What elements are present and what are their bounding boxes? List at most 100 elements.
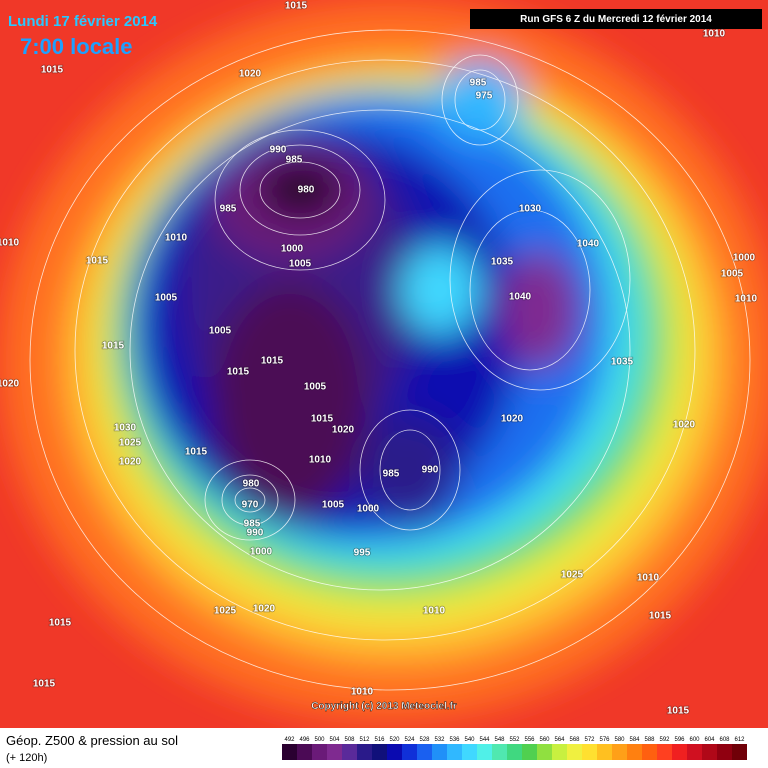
colorbar-label: 512	[359, 737, 370, 743]
colorbar-label: 540	[464, 737, 475, 743]
isobar-label: 1040	[509, 292, 532, 303]
isobar-label: 995	[354, 548, 371, 559]
isobar-label: 985	[220, 204, 237, 215]
isobar-label: 1005	[209, 326, 232, 337]
colorbar-swatch	[447, 744, 462, 760]
colorbar-label: 504	[329, 737, 340, 743]
colorbar-swatch	[297, 744, 312, 760]
isobar-label: 1015	[41, 65, 64, 76]
colorbar-swatch	[522, 744, 537, 760]
map-field	[0, 0, 768, 728]
isobar-label: 1020	[501, 414, 524, 425]
isobar-label: 1005	[721, 269, 744, 280]
time: 7:00 locale	[20, 34, 133, 59]
isobar-label: 1005	[322, 500, 345, 511]
isobar-label: 1000	[733, 253, 756, 264]
colorbar-swatch	[702, 744, 717, 760]
colorbar-swatch	[342, 744, 357, 760]
isobar-label: 1020	[239, 69, 262, 80]
isobar-label: 1015	[49, 618, 72, 629]
isobar-label: 1015	[185, 447, 208, 458]
colorbar-label: 604	[704, 737, 715, 743]
colorbar-label: 608	[719, 737, 730, 743]
colorbar-swatch	[492, 744, 507, 760]
isobar-label: 985	[470, 78, 487, 89]
colorbar-label: 572	[584, 737, 595, 743]
colorbar-swatch	[507, 744, 522, 760]
isobar-label: 1025	[119, 438, 142, 449]
colorbar-label: 568	[569, 737, 580, 743]
isobar-label: 1015	[285, 1, 308, 12]
copyright: Copyright (c) 2013 Meteociel.fr	[311, 701, 457, 712]
colorbar-swatch	[717, 744, 732, 760]
isobar-label: 1005	[289, 259, 312, 270]
colorbar-swatch	[462, 744, 477, 760]
colorbar-swatch	[282, 744, 297, 760]
colorbar-label: 532	[434, 737, 445, 743]
isobar-label: 1000	[357, 504, 380, 515]
colorbar-label: 596	[674, 737, 685, 743]
colorbar-swatch	[732, 744, 747, 760]
colorbar-swatch	[657, 744, 672, 760]
colorbar-swatch	[537, 744, 552, 760]
colorbar-swatch	[582, 744, 597, 760]
colorbar-swatch	[432, 744, 447, 760]
colorbar-label: 592	[659, 737, 670, 743]
isobar-label: 980	[298, 185, 315, 196]
isobar-label: 1010	[637, 573, 660, 584]
colorbar-swatch	[567, 744, 582, 760]
isobar-label: 1015	[311, 414, 334, 425]
isobar-label: 985	[383, 469, 400, 480]
isobar-label: 1015	[86, 256, 109, 267]
colorbar-swatch	[627, 744, 642, 760]
isobar-label: 1040	[577, 239, 600, 250]
isobar-label: 1025	[214, 606, 237, 617]
isobar-label: 1000	[250, 547, 273, 558]
colorbar-label: 560	[539, 737, 550, 743]
colorbar-label: 588	[644, 737, 655, 743]
isobar-label: 1015	[102, 341, 125, 352]
colorbar-label: 492	[284, 737, 295, 743]
colorbar-swatch	[672, 744, 687, 760]
isobar-label: 1035	[611, 357, 634, 368]
colorbar-label: 524	[404, 737, 415, 743]
colorbar-label: 600	[689, 737, 700, 743]
run-info: Run GFS 6 Z du Mercredi 12 février 2014	[520, 14, 712, 25]
isobar-label: 975	[476, 91, 493, 102]
isobar-label: 1015	[227, 367, 250, 378]
isobar-label: 1020	[253, 604, 276, 615]
isobar-label: 1015	[649, 611, 672, 622]
isobar-label: 1000	[281, 244, 304, 255]
colorbar-swatch	[372, 744, 387, 760]
isobar-label: 1020	[332, 425, 355, 436]
colorbar-label: 548	[494, 737, 505, 743]
colorbar-swatch	[687, 744, 702, 760]
isobar-label: 1020	[0, 379, 20, 390]
colorbar-swatch	[387, 744, 402, 760]
colorbar-swatch	[327, 744, 342, 760]
isobar-label: 1010	[735, 294, 758, 305]
footer-title: Géop. Z500 & pression au sol	[6, 733, 178, 748]
colorbar-swatch	[477, 744, 492, 760]
isobar-label: 1010	[165, 233, 188, 244]
date: Lundi 17 février 2014	[8, 13, 158, 30]
isobar-label: 1010	[423, 606, 446, 617]
isobar-label: 1005	[304, 382, 327, 393]
colorbar-label: 584	[629, 737, 640, 743]
isobar-label: 1025	[561, 570, 584, 581]
isobar-label: 970	[242, 500, 259, 511]
colorbar-swatch	[357, 744, 372, 760]
isobar-label: 1020	[119, 457, 142, 468]
isobar-label: 990	[247, 528, 264, 539]
isobar-label: 1005	[155, 293, 178, 304]
isobar-label: 990	[270, 145, 287, 156]
isobar-label: 1010	[309, 455, 332, 466]
colorbar-label: 508	[344, 737, 355, 743]
colorbar-swatch	[402, 744, 417, 760]
isobar-label: 980	[243, 479, 260, 490]
isobar-label: 990	[422, 465, 439, 476]
colorbar-swatch	[642, 744, 657, 760]
isobar-label: 985	[286, 155, 303, 166]
